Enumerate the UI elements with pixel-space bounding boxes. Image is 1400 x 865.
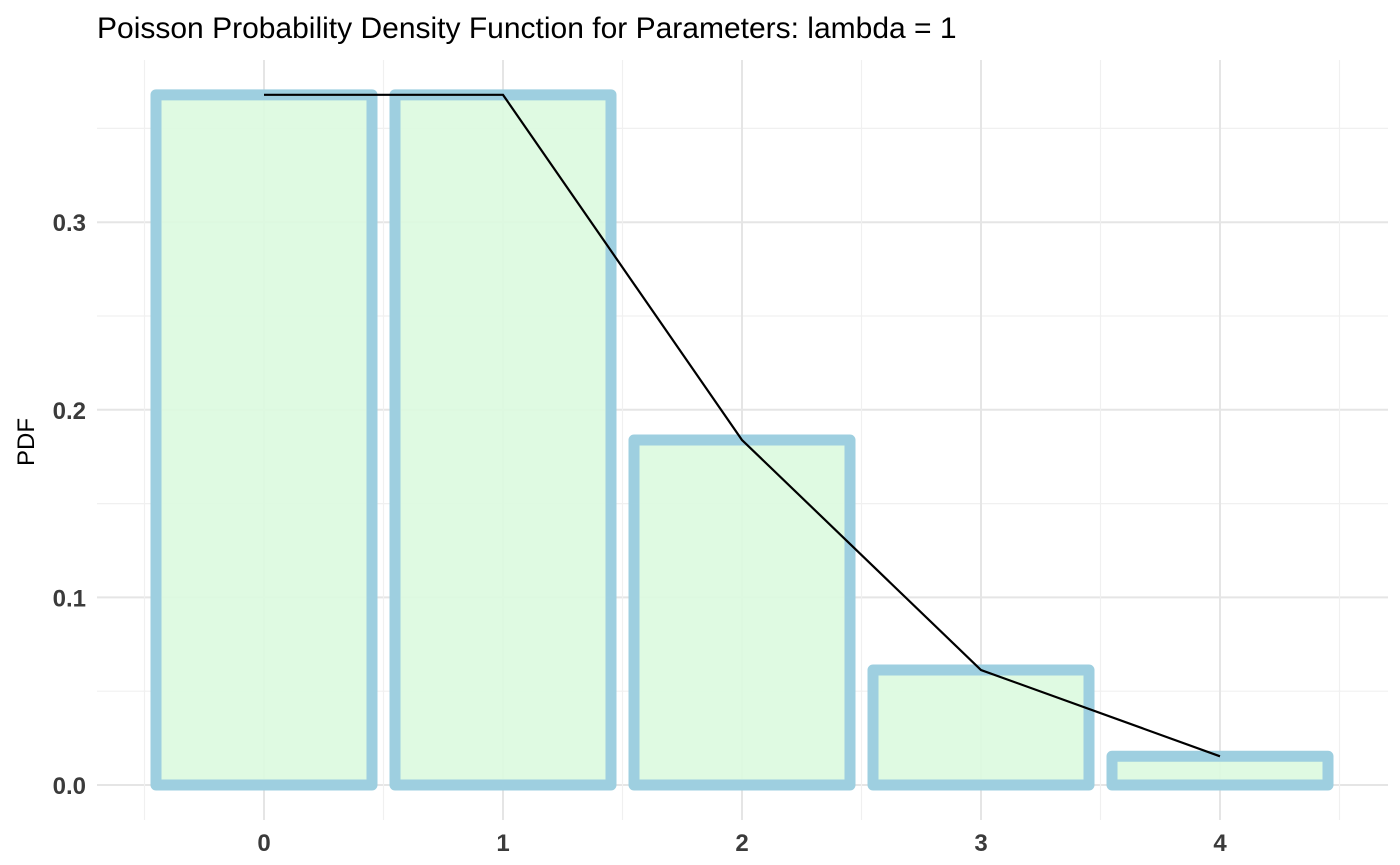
x-tick-label-1: 1 bbox=[496, 830, 509, 857]
chart-title: Poisson Probability Density Function for… bbox=[97, 12, 957, 45]
y-tick-labels: 0.0 0.1 0.2 0.3 bbox=[53, 210, 86, 800]
bar-3 bbox=[867, 664, 1095, 791]
x-tick-label-3: 3 bbox=[974, 830, 987, 857]
y-tick-label-0.2: 0.2 bbox=[53, 398, 86, 425]
bar-2 bbox=[628, 434, 856, 791]
y-axis-label: PDF bbox=[13, 418, 40, 466]
y-tick-label-0.3: 0.3 bbox=[53, 210, 86, 237]
y-tick-label-0.1: 0.1 bbox=[53, 585, 86, 612]
x-tick-label-4: 4 bbox=[1213, 830, 1227, 857]
bar-4 bbox=[1106, 750, 1334, 791]
bar-1 bbox=[389, 89, 617, 791]
x-tick-label-2: 2 bbox=[735, 830, 748, 857]
pdf-line bbox=[264, 93, 1221, 758]
x-tick-labels: 0 1 2 3 4 bbox=[257, 830, 1227, 857]
pdf-line-series bbox=[264, 93, 1221, 758]
bar-0 bbox=[150, 89, 378, 791]
x-tick-label-0: 0 bbox=[257, 830, 270, 857]
y-tick-label-0.0: 0.0 bbox=[53, 773, 86, 800]
